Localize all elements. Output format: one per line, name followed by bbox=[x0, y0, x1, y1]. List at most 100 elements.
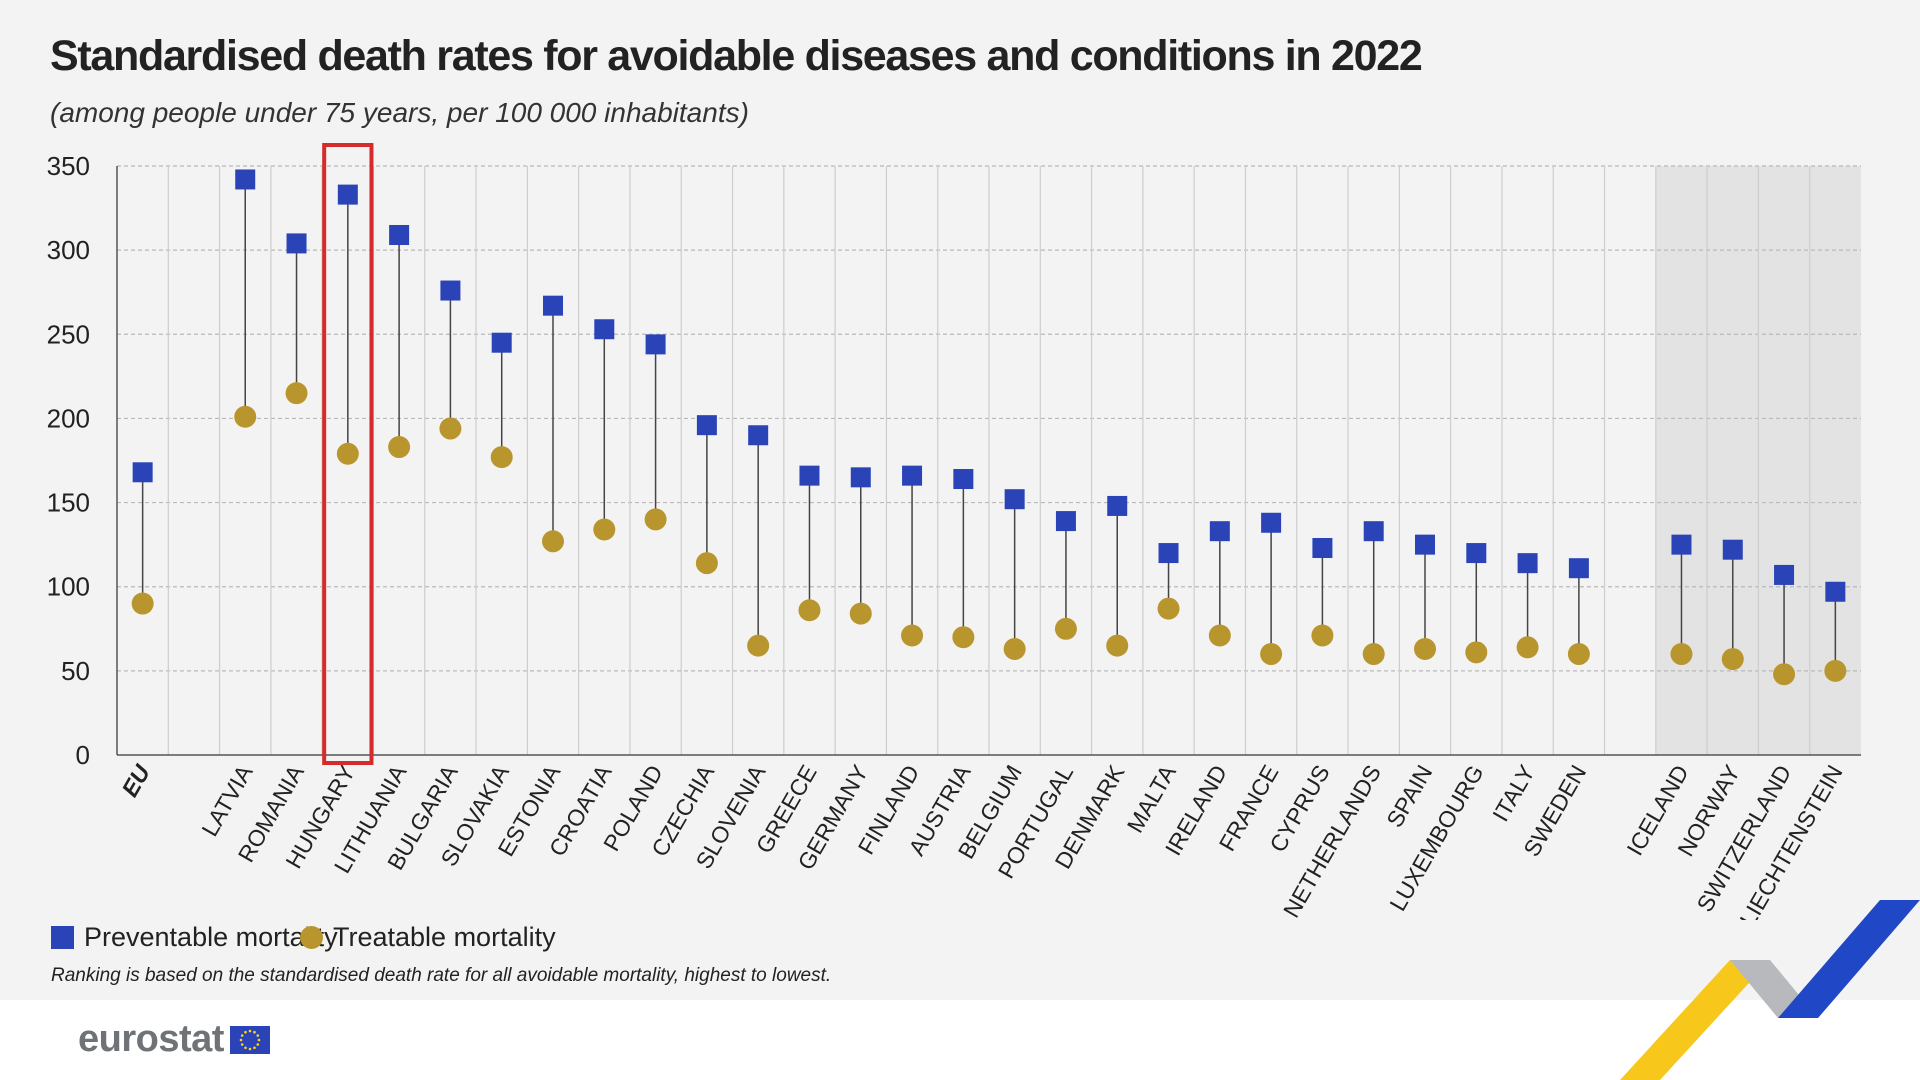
x-tick-label: SPAIN bbox=[1381, 761, 1437, 832]
preventable-point bbox=[1825, 581, 1846, 602]
preventable-point bbox=[389, 224, 410, 245]
treatable-point bbox=[593, 518, 616, 541]
preventable-point bbox=[799, 465, 820, 486]
preventable-point bbox=[1671, 534, 1692, 555]
eurostat-logo: eurostat bbox=[78, 1018, 270, 1061]
preventable-point bbox=[696, 415, 717, 436]
flag-star bbox=[248, 1029, 252, 1032]
chart-panel bbox=[0, 0, 1920, 1000]
preventable-point bbox=[1568, 558, 1589, 579]
preventable-point bbox=[953, 469, 974, 490]
legend-item-treatable: Treatable mortality bbox=[300, 922, 556, 953]
circle-marker-icon bbox=[300, 926, 323, 949]
preventable-point bbox=[748, 425, 769, 446]
treatable-point bbox=[234, 405, 257, 428]
chart-subtitle: (among people under 75 years, per 100 00… bbox=[50, 97, 749, 128]
treatable-point bbox=[1465, 641, 1488, 664]
flag-star bbox=[240, 1033, 244, 1037]
preventable-point bbox=[132, 462, 153, 483]
treatable-point bbox=[695, 552, 718, 575]
treatable-point bbox=[1311, 624, 1334, 647]
treatable-point bbox=[901, 624, 924, 647]
treatable-point bbox=[439, 417, 462, 440]
preventable-point bbox=[1055, 511, 1076, 532]
treatable-point bbox=[388, 436, 411, 459]
treatable-point bbox=[1773, 663, 1796, 686]
preventable-point bbox=[491, 332, 512, 353]
y-tick-label: 250 bbox=[47, 319, 90, 349]
preventable-point bbox=[1517, 553, 1538, 574]
treatable-point bbox=[336, 442, 359, 465]
treatable-point bbox=[1157, 597, 1180, 620]
treatable-point bbox=[1260, 643, 1283, 666]
flag-star bbox=[244, 1045, 247, 1049]
legend-item-preventable: Preventable mortality bbox=[51, 922, 338, 953]
treatable-point bbox=[952, 626, 975, 649]
x-tick-label: LUXEMBOURG bbox=[1384, 761, 1488, 916]
treatable-point bbox=[1516, 636, 1539, 659]
preventable-point bbox=[1466, 543, 1487, 564]
preventable-point bbox=[543, 295, 563, 316]
treatable-point bbox=[644, 508, 667, 531]
y-tick-label: 0 bbox=[76, 740, 90, 770]
treatable-point bbox=[1670, 643, 1693, 666]
preventable-point bbox=[1209, 521, 1230, 542]
footnote: Ranking is based on the standardised dea… bbox=[51, 965, 832, 986]
flag-star bbox=[256, 1033, 260, 1037]
decorative-ribbon bbox=[1620, 900, 1920, 1080]
treatable-point bbox=[1106, 634, 1129, 657]
preventable-point bbox=[1722, 539, 1743, 560]
flag-star bbox=[256, 1042, 260, 1046]
treatable-point bbox=[1721, 648, 1744, 671]
treatable-point bbox=[490, 446, 513, 469]
flag-star bbox=[240, 1042, 244, 1046]
preventable-point bbox=[850, 467, 871, 488]
treatable-point bbox=[747, 634, 770, 657]
treatable-point bbox=[849, 602, 872, 625]
legend-label-treatable: Treatable mortality bbox=[333, 922, 556, 952]
y-tick-label: 350 bbox=[47, 151, 90, 181]
treatable-point bbox=[1824, 659, 1847, 682]
logo-text: eurostat bbox=[78, 1018, 224, 1060]
flag-star bbox=[239, 1038, 243, 1041]
flag-star bbox=[257, 1038, 261, 1041]
preventable-point bbox=[902, 465, 923, 486]
preventable-point bbox=[1415, 534, 1435, 555]
treatable-point bbox=[1003, 637, 1026, 660]
chart-title: Standardised death rates for avoidable d… bbox=[50, 32, 1423, 80]
preventable-point bbox=[1363, 521, 1384, 542]
preventable-point bbox=[1107, 495, 1128, 516]
treatable-point bbox=[542, 530, 564, 553]
preventable-point bbox=[235, 169, 256, 190]
y-tick-label: 150 bbox=[47, 488, 90, 518]
preventable-point bbox=[1774, 564, 1795, 585]
treatable-point bbox=[285, 382, 308, 405]
preventable-point bbox=[440, 280, 461, 301]
eu-flag-icon bbox=[229, 1025, 270, 1054]
treatable-point bbox=[1054, 617, 1077, 640]
x-tick-label: ITALY bbox=[1487, 761, 1540, 826]
preventable-point bbox=[1312, 538, 1333, 559]
y-tick-label: 300 bbox=[47, 235, 90, 265]
y-tick-label: 50 bbox=[61, 656, 90, 686]
flag-star bbox=[244, 1030, 247, 1034]
treatable-point bbox=[1567, 643, 1590, 666]
legend-label-preventable: Preventable mortality bbox=[84, 922, 338, 952]
preventable-point bbox=[645, 334, 666, 355]
preventable-point bbox=[286, 233, 307, 254]
y-tick-label: 200 bbox=[47, 403, 90, 433]
flag-star bbox=[253, 1045, 256, 1049]
preventable-point bbox=[337, 184, 358, 205]
shaded-band bbox=[1655, 166, 1708, 755]
y-tick-label: 100 bbox=[47, 572, 90, 602]
treatable-point bbox=[1414, 637, 1436, 660]
treatable-point bbox=[798, 599, 821, 622]
treatable-point bbox=[1208, 624, 1231, 647]
treatable-point bbox=[131, 592, 154, 615]
treatable-point bbox=[1362, 643, 1385, 666]
preventable-point bbox=[1004, 489, 1025, 510]
x-tick-label: EU bbox=[116, 759, 155, 801]
preventable-point bbox=[1158, 543, 1179, 564]
square-marker-icon bbox=[51, 926, 74, 949]
